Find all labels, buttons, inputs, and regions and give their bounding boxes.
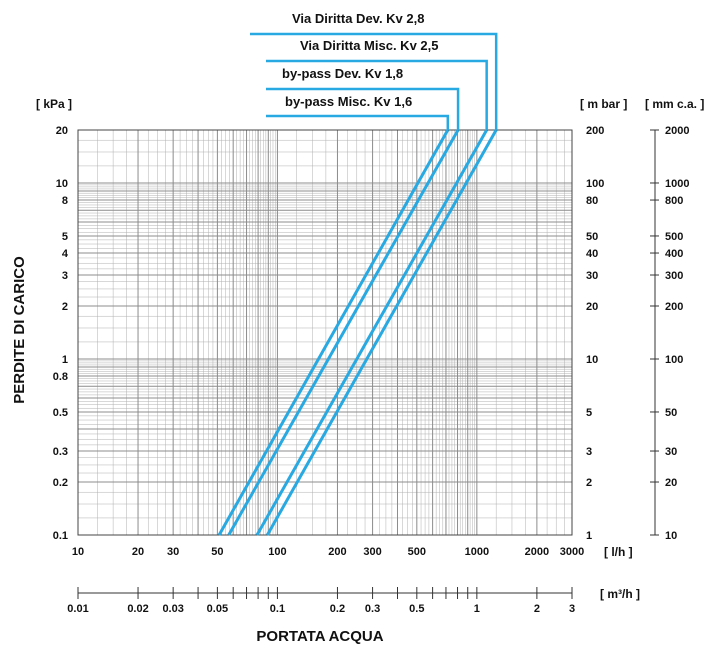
- y-unit-right-mbar: [ m bar ]: [580, 97, 627, 111]
- y3-tick-label: 1000: [665, 178, 689, 190]
- x-tick-label: 20: [132, 546, 144, 558]
- x2-unit: [ m³/h ]: [600, 587, 640, 601]
- y3-tick-label: 100: [665, 354, 683, 366]
- x2-tick-label: 0.3: [365, 603, 380, 615]
- y-axis-title: PERDITE DI CARICO: [11, 256, 28, 404]
- x-tick-label: 500: [408, 546, 426, 558]
- y-unit-left: [ kPa ]: [36, 97, 72, 111]
- y-tick-label: 0.2: [53, 477, 68, 489]
- y3-tick-label: 800: [665, 195, 683, 207]
- y2-tick-label: 100: [586, 178, 604, 190]
- y-tick-label: 1: [62, 354, 68, 366]
- x2-tick-label: 0.5: [409, 603, 424, 615]
- y2-tick-label: 40: [586, 248, 598, 260]
- y2-tick-label: 10: [586, 354, 598, 366]
- y-tick-labels: 0.1 0.2 0.3 0.5 0.8 1 2 3 4 5 8 10 20: [53, 125, 69, 542]
- grid-minor: [78, 130, 572, 535]
- y3-tick-label: 2000: [665, 125, 689, 137]
- y2-tick-label: 200: [586, 125, 604, 137]
- x-axis-title: PORTATA ACQUA: [256, 628, 383, 645]
- y3-tick-label: 10: [665, 530, 677, 542]
- y2-tick-label: 80: [586, 195, 598, 207]
- x2-tick-label: 0.1: [270, 603, 285, 615]
- legend-label-bypass-dev: by-pass Dev. Kv 1,8: [282, 66, 403, 81]
- series-line-0: [266, 129, 498, 536]
- y-tick-label: 0.3: [53, 446, 68, 458]
- x-tick-label: 1000: [465, 546, 489, 558]
- series-line-1: [255, 129, 488, 536]
- y3-axis: 10 20 30 50 100 200 300 400 500 800 1000 2000: [650, 125, 689, 542]
- y-tick-label: 4: [62, 248, 69, 260]
- y-tick-label: 0.8: [53, 371, 68, 383]
- x-unit: [ l/h ]: [604, 545, 633, 559]
- x2-tick-label: 0.2: [330, 603, 345, 615]
- y3-tick-label: 50: [665, 407, 677, 419]
- x2-tick-label: 0.05: [207, 603, 228, 615]
- x-tick-label: 300: [363, 546, 381, 558]
- y3-tick-label: 20: [665, 477, 677, 489]
- legend-connector-2: [266, 87, 460, 130]
- y3-tick-label: 30: [665, 446, 677, 458]
- y2-tick-labels: 1 2 3 5 10 20 30 40 50 80 100 200: [586, 125, 604, 542]
- y-tick-label: 5: [62, 231, 68, 243]
- y3-tick-label: 200: [665, 301, 683, 313]
- y-tick-label: 20: [56, 125, 68, 137]
- x2-tick-label: 3: [569, 603, 575, 615]
- y-tick-label: 10: [56, 178, 68, 190]
- y-tick-label: 2: [62, 301, 68, 313]
- x-tick-label: 10: [72, 546, 84, 558]
- x-tick-label: 3000: [560, 546, 584, 558]
- series-line-2: [227, 129, 460, 536]
- x2-tick-label: 0.02: [127, 603, 148, 615]
- legend-connector-1: [266, 59, 488, 130]
- y2-tick-label: 5: [586, 407, 592, 419]
- y-unit-right-mmca: [ mm c.a. ]: [645, 97, 704, 111]
- y2-tick-label: 1: [586, 530, 592, 542]
- grid-major: [77, 129, 573, 536]
- x2-axis: 0.01 0.02 0.03 0.05 0.1 0.2 0.3 0.5 1 2 3: [67, 587, 575, 615]
- y-tick-label: 8: [62, 195, 68, 207]
- x-tick-label: 100: [268, 546, 286, 558]
- y3-tick-label: 400: [665, 248, 683, 260]
- x-tick-label: 2000: [525, 546, 549, 558]
- y-tick-label: 0.1: [53, 530, 68, 542]
- series-lines: [217, 32, 498, 536]
- y2-tick-label: 50: [586, 231, 598, 243]
- y2-tick-label: 3: [586, 446, 592, 458]
- x2-tick-label: 0.03: [162, 603, 183, 615]
- plot-frame: [77, 129, 573, 536]
- y2-tick-label: 2: [586, 477, 592, 489]
- legend-label-via-diritta-misc: Via Diritta Misc. Kv 2,5: [300, 38, 439, 53]
- y-tick-label: 3: [62, 270, 68, 282]
- x2-tick-label: 2: [534, 603, 540, 615]
- x2-tick-label: 0.01: [67, 603, 88, 615]
- x-tick-label: 50: [211, 546, 223, 558]
- y-tick-label: 0.5: [53, 407, 68, 419]
- x-tick-labels: 10 20 30 50 100 200 300 500 1000 2000 3000: [72, 546, 584, 558]
- legend-connector-3: [266, 114, 450, 130]
- legend-label-bypass-misc: by-pass Misc. Kv 1,6: [285, 94, 412, 109]
- y3-tick-label: 300: [665, 270, 683, 282]
- x-tick-label: 200: [328, 546, 346, 558]
- x-tick-label: 30: [167, 546, 179, 558]
- x2-tick-label: 1: [474, 603, 480, 615]
- legend-connector-0: [250, 32, 498, 130]
- legend-label-via-diritta-dev: Via Diritta Dev. Kv 2,8: [292, 11, 424, 26]
- series-line-3: [217, 129, 450, 536]
- y2-tick-label: 20: [586, 301, 598, 313]
- y3-tick-label: 500: [665, 231, 683, 243]
- y2-tick-label: 30: [586, 270, 598, 282]
